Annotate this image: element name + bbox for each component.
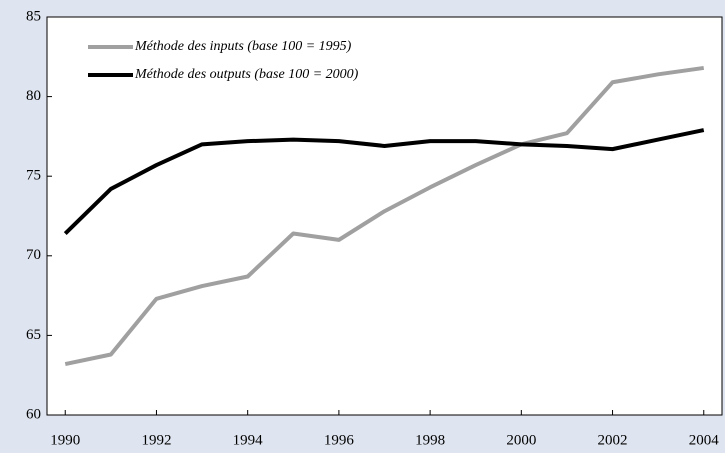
y-tick-label: 60 xyxy=(26,406,41,422)
x-tick-label: 2004 xyxy=(689,432,720,448)
x-tick-label: 2000 xyxy=(506,432,536,448)
x-tick-label: 1992 xyxy=(141,432,171,448)
y-tick-label: 75 xyxy=(26,168,41,184)
series-line xyxy=(64,65,705,367)
x-tick-label: 2002 xyxy=(598,432,628,448)
legend-label: Méthode des outputs (base 100 = 2000) xyxy=(134,67,359,82)
y-tick-label: 85 xyxy=(26,8,41,24)
legend-label: Méthode des inputs (base 100 = 1995) xyxy=(134,39,352,54)
y-tick-label: 65 xyxy=(26,327,41,343)
x-tick-label: 1994 xyxy=(233,432,264,448)
y-tick-label: 70 xyxy=(26,247,41,263)
y-tick-label: 80 xyxy=(26,88,41,104)
x-tick-label: 1996 xyxy=(324,432,355,448)
series-line xyxy=(63,128,705,235)
x-tick-label: 1990 xyxy=(50,432,80,448)
x-tick-label: 1998 xyxy=(415,432,445,448)
